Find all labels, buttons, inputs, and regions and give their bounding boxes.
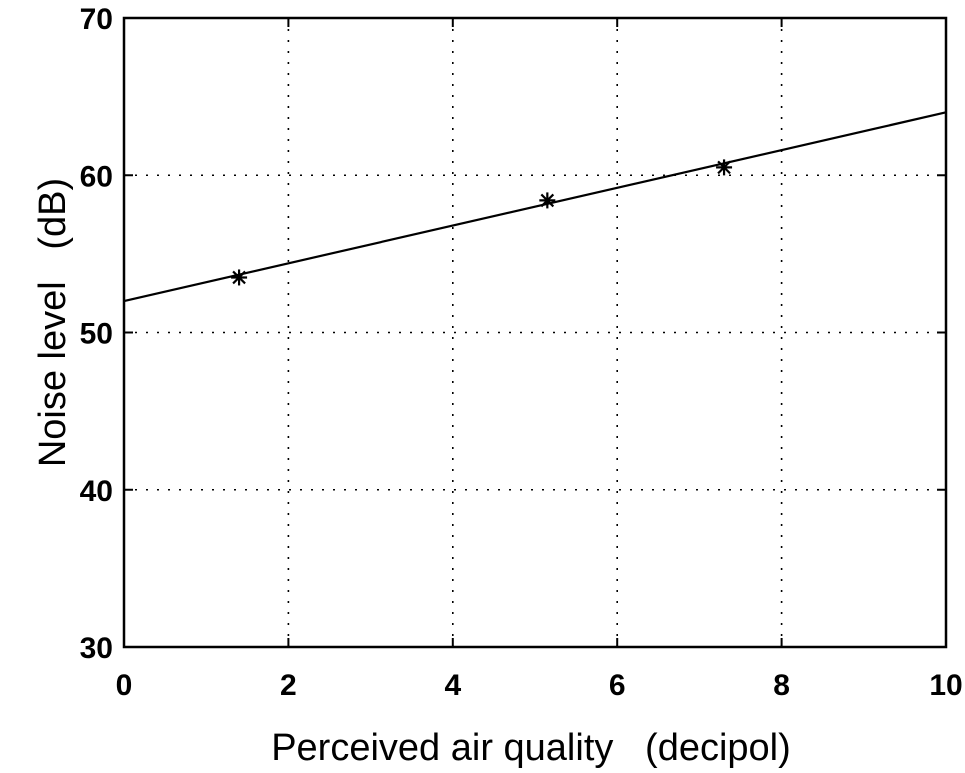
plot-frame — [122, 16, 948, 649]
y-tick-label: 30 — [80, 632, 113, 665]
x-tick-label: 10 — [929, 669, 962, 702]
x-tick-label: 6 — [609, 669, 626, 702]
x-tick-label: 8 — [773, 669, 790, 702]
y-tick-label: 40 — [80, 475, 113, 508]
fit-line — [123, 111, 947, 303]
y-tick-labels: 30 40 50 60 70 — [80, 3, 113, 665]
x-axis-label: Perceived air quality (decipol) — [271, 727, 791, 769]
y-tick-label: 70 — [80, 3, 113, 36]
y-axis-label: Noise level (dB) — [32, 178, 74, 467]
fit-line-layer — [123, 111, 947, 303]
grid-lines — [124, 18, 946, 647]
y-tick-label: 60 — [80, 160, 113, 193]
data-point-asterisk — [539, 192, 556, 209]
data-points — [231, 159, 733, 286]
x-tick-label: 2 — [280, 669, 297, 702]
data-point-asterisk — [231, 269, 248, 286]
x-tick-label: 4 — [444, 669, 461, 702]
axis-ticks — [123, 17, 947, 648]
x-tick-labels: 0 2 4 6 8 10 — [116, 669, 963, 702]
y-tick-label: 50 — [80, 318, 113, 351]
x-tick-label: 0 — [116, 669, 133, 702]
data-point-asterisk — [716, 159, 733, 176]
